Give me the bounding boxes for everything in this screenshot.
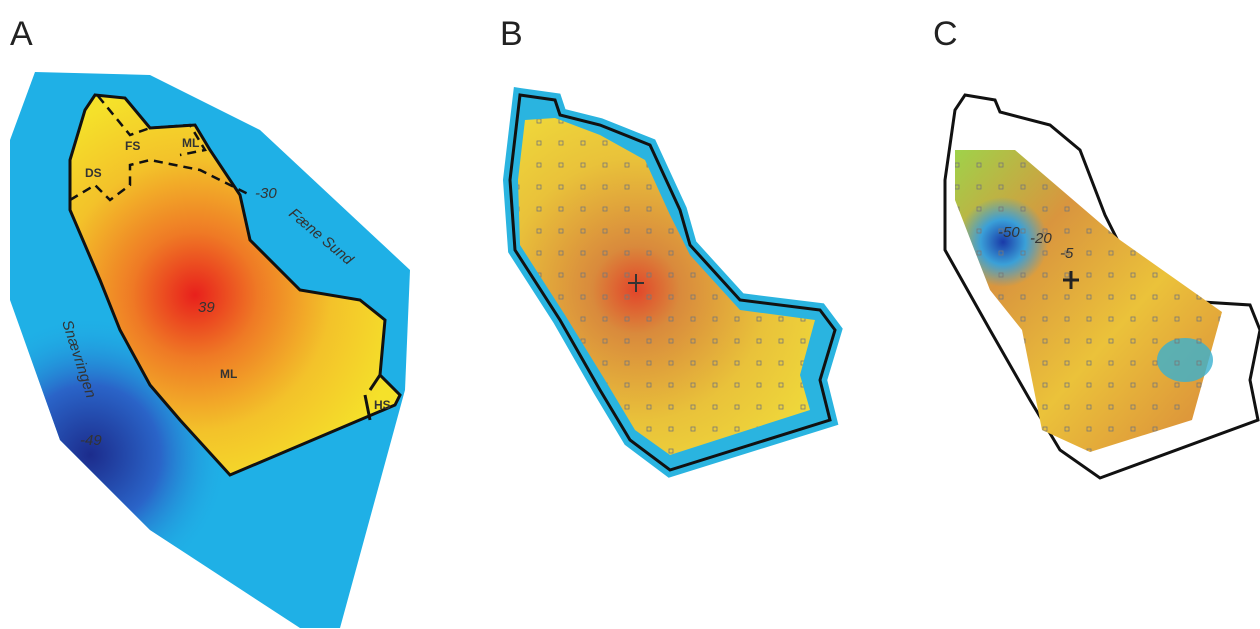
map-label: ML — [220, 367, 237, 381]
depth-label: -49 — [80, 432, 102, 449]
value-label: -50 — [998, 224, 1020, 241]
figure: A B C FS ML DS -30 Fæne Sund 39 ML Snævr… — [0, 0, 1260, 629]
panel-label: A — [10, 15, 33, 53]
panel-b-map — [510, 95, 835, 470]
depth-label: -30 — [255, 185, 277, 202]
map-label: ML — [182, 136, 199, 150]
value-label: -5 — [1060, 245, 1074, 262]
map-label: FS — [125, 139, 140, 153]
panel-label: B — [500, 15, 523, 53]
height-label: 39 — [198, 299, 215, 316]
map-label: DS — [85, 166, 102, 180]
map-label: HS — [374, 398, 391, 412]
panel-c-map — [945, 95, 1260, 478]
panel-label: C — [933, 15, 958, 53]
value-label: -20 — [1030, 230, 1052, 247]
